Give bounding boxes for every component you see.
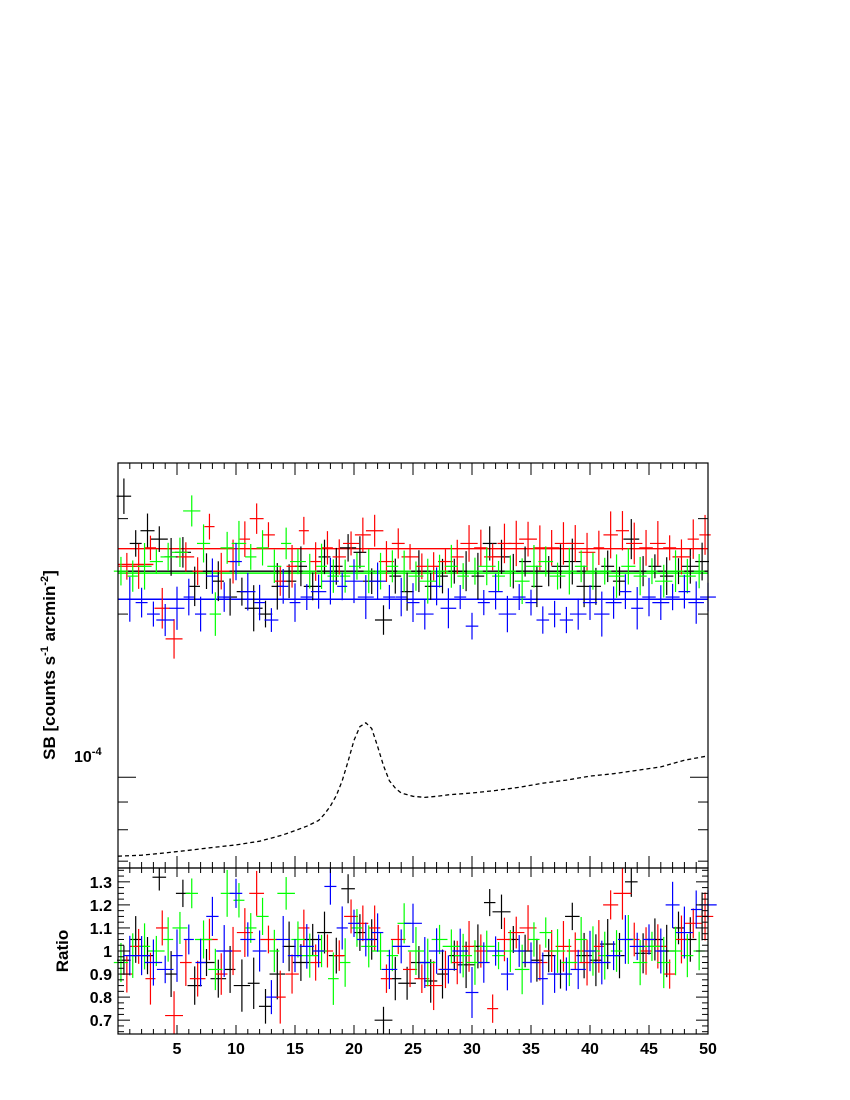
x-tick-labels: 5 10 15 20 25 30 35 40 45 50 [173,1041,717,1058]
x-tick-label: 25 [404,1041,422,1058]
x-tick-label: 10 [227,1041,245,1058]
background-profile-line [117,721,709,857]
top-panel: 10-4 SB [counts s-1 arcmin-2] [39,462,716,869]
top-data-series [113,478,716,659]
ratio-tick-label: 1.1 [90,921,112,938]
x-tick-label: 30 [463,1041,481,1058]
top-ytick-label-exponent: -4 [92,746,103,758]
x-tick-label: 50 [699,1041,717,1058]
top-ylabel-sup1: -1 [39,646,51,656]
ratio-tick-labels: 0.7 0.8 0.9 1 1.1 1.2 1.3 [90,875,112,1030]
x-tick-label: 45 [640,1041,658,1058]
top-ylabel-end: ] [40,570,59,576]
x-tick-label: 35 [522,1041,540,1058]
top-ytick-label-base: 10 [74,749,92,766]
background-profile-curve [117,721,709,857]
ratio-tick-label: 1.3 [90,875,112,892]
top-ylabel-part1: SB [counts s [40,656,59,760]
top-ylabel-part2: arcmin [40,586,59,646]
top-ylabel: SB [counts s-1 arcmin-2] [39,570,59,760]
ratio-tick-label: 0.8 [90,990,112,1007]
ratio-tick-label: 1.2 [90,898,112,915]
top-axis-ticks [118,463,709,868]
top-ytick-label: 10-4 [74,746,102,766]
bottom-axis-ticks [118,868,709,1034]
bottom-ylabel: Ratio [53,930,72,973]
ratio-tick-label: 0.7 [90,1013,112,1030]
bottom-panel: 0.70.80.911.11.21.3 5 10 15 20 25 30 35 40 45 50 … [53,867,717,1058]
x-tick-label: 15 [286,1041,304,1058]
ratio-tick-label: 0.9 [90,967,112,984]
ratio-data-series [113,868,717,1034]
x-tick-label: 5 [173,1041,182,1058]
top-ylabel-sup2: -2 [39,576,51,586]
top-frame [117,462,709,869]
x-tick-label: 40 [581,1041,599,1058]
ratio-tick-label: 1 [103,944,112,961]
x-tick-label: 20 [345,1041,363,1058]
